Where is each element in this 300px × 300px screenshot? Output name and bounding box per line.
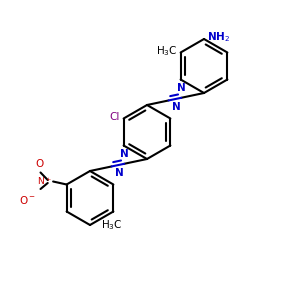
Text: H$_3$C: H$_3$C — [101, 218, 123, 232]
Text: N: N — [115, 168, 124, 178]
Text: H$_3$C: H$_3$C — [156, 44, 178, 58]
Text: N: N — [172, 102, 181, 112]
Text: N$^+$: N$^+$ — [37, 176, 52, 187]
Text: N: N — [177, 83, 186, 93]
Text: N: N — [120, 149, 129, 159]
Text: O$^-$: O$^-$ — [19, 194, 36, 206]
Text: NH$_2$: NH$_2$ — [207, 31, 230, 44]
Text: O: O — [35, 159, 43, 169]
Text: Cl: Cl — [110, 112, 120, 122]
